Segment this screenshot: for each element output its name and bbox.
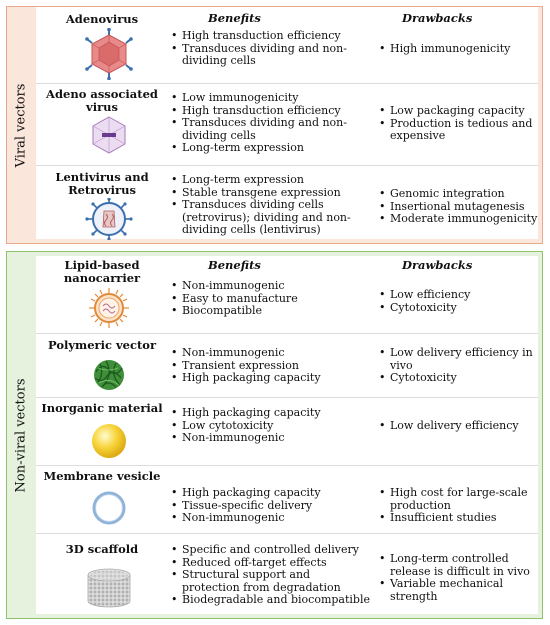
vector-name: Adenovirus <box>65 12 139 26</box>
drawback-item: Moderate immunogenicity <box>379 212 539 226</box>
drawback-item: Low efficiency <box>379 288 539 302</box>
vector-name: Adeno associated virus <box>46 87 158 114</box>
benefit-item: High transduction efficiency <box>171 29 371 43</box>
benefit-item: Biocompatible <box>171 304 371 318</box>
drawback-item: High immunogenicity <box>379 42 539 56</box>
drawbacks-list: Low packaging capacity Production is ted… <box>379 104 539 143</box>
drawback-item: Long-term controlled release is difficul… <box>379 552 539 578</box>
benefit-item: Long-term expression <box>171 173 371 187</box>
benefits-list: High packaging capacity Low cytotoxicity… <box>171 406 371 445</box>
adenovirus-icon <box>85 28 133 80</box>
drawback-item: Genomic integration <box>379 187 539 201</box>
drawbacks-list: High cost for large-scale production Ins… <box>379 486 539 525</box>
drawback-item: Low delivery efficiency <box>379 419 539 433</box>
benefit-item: High packaging capacity <box>171 371 371 385</box>
viral-vectors-table: Adenovirus Benefits Drawbacks High trans… <box>36 7 538 241</box>
benefit-item: High packaging capacity <box>171 406 371 420</box>
benefit-item: Stable transgene expression <box>171 186 371 200</box>
benefit-item: High packaging capacity <box>171 486 371 500</box>
vector-name: Lipid-based nanocarrier <box>63 258 141 285</box>
drawbacks-list: Low delivery efficiency <box>379 419 539 433</box>
benefit-item: Transient expression <box>171 359 371 373</box>
drawback-item: Cytotoxicity <box>379 371 539 385</box>
benefit-item: Easy to manufacture <box>171 292 371 306</box>
benefit-item: Transduces dividing cells (retrovirus); … <box>171 198 371 237</box>
drawbacks-header: Drawbacks <box>402 11 473 25</box>
benefit-item: Low cytotoxicity <box>171 419 371 433</box>
3d-scaffold-row: 3D scaffold Specific and controlled deli… <box>36 533 538 615</box>
benefit-item: Non-immunogenic <box>171 279 371 293</box>
aav-row: Adeno associated virus Low immunogenicit… <box>36 83 538 166</box>
adenovirus-row: Adenovirus Benefits Drawbacks High trans… <box>36 7 538 84</box>
lentivirus-icon <box>85 198 133 240</box>
benefits-list: Low immunogenicity High transduction eff… <box>171 91 371 155</box>
lipid-nanocarrier-icon <box>89 288 129 328</box>
benefit-item: Long-term expression <box>171 141 371 155</box>
scaffold-cylinder-icon <box>87 568 131 608</box>
drawback-item: Low delivery efficiency in vivo <box>379 346 539 372</box>
drawback-item: Low packaging capacity <box>379 104 539 118</box>
benefits-header: Benefits <box>208 11 261 25</box>
non-viral-vectors-panel: Non-viral vectors Lipid-based nanocarrie… <box>6 251 543 619</box>
drawbacks-list: Low efficiency Cytotoxicity <box>379 288 539 315</box>
membrane-vesicle-icon <box>92 491 126 525</box>
benefits-list: Non-immunogenic Easy to manufacture Bioc… <box>171 279 371 318</box>
drawback-item: Insufficient studies <box>379 511 539 525</box>
benefit-item: Low immunogenicity <box>171 91 371 105</box>
drawback-item: Insertional mutagenesis <box>379 200 539 214</box>
benefit-item: Non-immunogenic <box>171 431 371 445</box>
benefit-item: Transduces dividing and non-dividing cel… <box>171 42 371 68</box>
inorganic-sphere-icon <box>92 424 126 458</box>
benefits-list: High packaging capacity Tissue-specific … <box>171 486 371 525</box>
benefit-item: Biodegradable and biocompatible <box>171 593 371 607</box>
drawbacks-list: High immunogenicity <box>379 42 539 56</box>
benefits-list: Non-immunogenic Transient expression Hig… <box>171 346 371 385</box>
drawbacks-list: Genomic integration Insertional mutagene… <box>379 187 539 226</box>
benefit-item: Tissue-specific delivery <box>171 499 371 513</box>
benefit-item: Transduces dividing and non-dividing cel… <box>171 116 371 142</box>
membrane-vesicle-row: Membrane vesicle High packaging capacity… <box>36 465 538 534</box>
benefit-item: Non-immunogenic <box>171 346 371 360</box>
vector-name: Lentivirus and Retrovirus <box>55 170 149 197</box>
drawback-item: Production is tedious and expensive <box>379 117 539 143</box>
drawbacks-list: Long-term controlled release is difficul… <box>379 552 539 603</box>
benefits-list: Specific and controlled delivery Reduced… <box>171 543 371 607</box>
benefit-item: Structural support and protection from d… <box>171 568 371 594</box>
drawbacks-header: Drawbacks <box>402 258 473 272</box>
lentivirus-row: Lentivirus and Retrovirus Long-term expr… <box>36 165 538 241</box>
vector-name: Polymeric vector <box>47 338 157 352</box>
viral-vectors-label: Viral vectors <box>13 83 29 167</box>
drawback-item: High cost for large-scale production <box>379 486 539 512</box>
lipid-nanocarrier-row: Lipid-based nanocarrier Benefits Drawbac… <box>36 256 538 334</box>
benefits-list: High transduction efficiency Transduces … <box>171 29 371 68</box>
vector-name: 3D scaffold <box>65 542 139 556</box>
polymeric-vector-row: Polymeric vector Non-immunogenic Transie… <box>36 333 538 398</box>
benefit-item: Non-immunogenic <box>171 511 371 525</box>
benefits-list: Long-term expression Stable transgene ex… <box>171 173 371 237</box>
vector-name: Inorganic material <box>41 401 163 415</box>
viral-vectors-panel: Viral vectors Adenovirus Benefits Drawba… <box>6 6 543 244</box>
benefits-header: Benefits <box>208 258 261 272</box>
drawback-item: Cytotoxicity <box>379 301 539 315</box>
polymeric-vector-icon <box>94 360 124 390</box>
benefit-item: High transduction efficiency <box>171 104 371 118</box>
benefit-item: Specific and controlled delivery <box>171 543 371 557</box>
drawbacks-list: Low delivery efficiency in vivo Cytotoxi… <box>379 346 539 385</box>
aav-icon <box>92 116 126 154</box>
benefit-item: Reduced off-target effects <box>171 556 371 570</box>
vector-name: Membrane vesicle <box>43 469 161 483</box>
non-viral-vectors-table: Lipid-based nanocarrier Benefits Drawbac… <box>36 256 538 614</box>
drawback-item: Variable mechanical strength <box>379 577 539 603</box>
non-viral-vectors-label: Non-viral vectors <box>13 378 29 492</box>
inorganic-material-row: Inorganic material High packaging capaci… <box>36 397 538 466</box>
